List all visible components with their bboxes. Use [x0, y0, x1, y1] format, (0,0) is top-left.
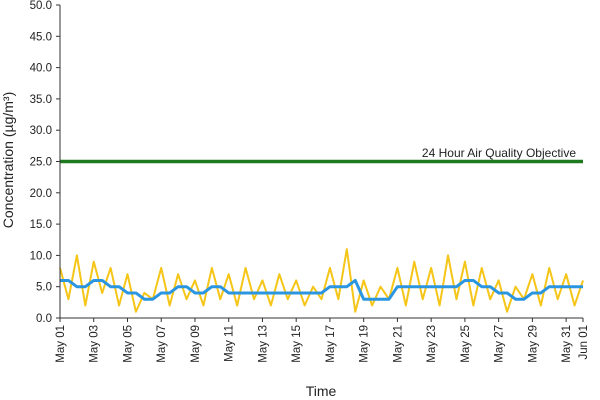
series-line-1: [60, 278, 583, 301]
x-tick-label: May 17: [325, 325, 337, 363]
x-tick-label: May 03: [89, 325, 101, 363]
x-tick-label: May 07: [156, 325, 168, 363]
x-tick-label: May 05: [122, 325, 134, 363]
x-tick-label: May 21: [392, 325, 404, 363]
x-tick-label: May 23: [426, 325, 438, 363]
x-tick-label: Jun 01: [578, 325, 590, 360]
x-tick-label: May 27: [494, 325, 506, 363]
objective-annotation: 24 Hour Air Quality Objective: [422, 146, 576, 160]
y-tick-label: 20.0: [30, 188, 52, 200]
x-tick-label: May 09: [190, 325, 202, 363]
x-tick-label: May 15: [291, 325, 303, 363]
x-axis-ticks: May 01 May 03 May 05 May 07 May 09 May 11 May …: [55, 318, 590, 363]
x-tick-label: May 31: [561, 325, 573, 363]
y-tick-label: 40.0: [30, 63, 52, 75]
series-layer: [59, 159, 584, 313]
x-tick-label: May 29: [527, 325, 539, 363]
y-tick-label: 45.0: [30, 31, 52, 43]
y-tick-label: 15.0: [30, 219, 52, 231]
x-axis-title: Time: [306, 383, 337, 399]
x-tick-label: May 19: [359, 325, 371, 363]
y-tick-label: 50.0: [30, 0, 52, 12]
y-tick-label: 0.0: [36, 313, 52, 325]
x-tick-label: May 25: [460, 325, 472, 363]
y-tick-label: 10.0: [30, 250, 52, 262]
x-tick-label: May 11: [224, 325, 236, 362]
y-tick-label: 30.0: [30, 125, 52, 137]
y-tick-label: 35.0: [30, 94, 52, 106]
series-line-0: [59, 248, 584, 313]
y-axis-title: Concentration (µg/m³): [0, 92, 16, 228]
y-axis-ticks: 0.0 5.0 10.0 15.0 20.0 25.0 30.0 35.0 40.0 45.0 50…: [30, 0, 60, 325]
x-tick-label: May 01: [55, 325, 67, 363]
y-tick-label: 5.0: [36, 282, 52, 294]
x-tick-label: May 13: [257, 325, 269, 363]
y-tick-label: 25.0: [30, 157, 52, 169]
